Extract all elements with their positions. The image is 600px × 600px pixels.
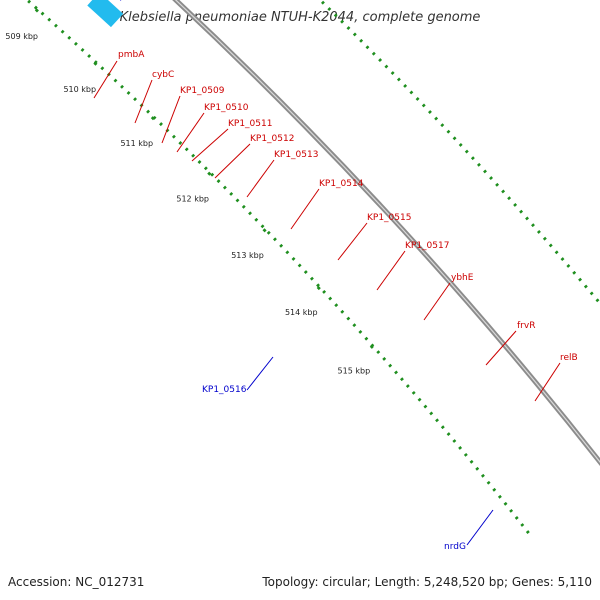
gene-label: relB: [560, 353, 578, 363]
gene-rev-blue-2: [119, 0, 122, 1]
gene-leader-line: [534, 362, 561, 402]
gene-leader-line: [176, 112, 205, 153]
gene-label: frvR: [517, 321, 535, 331]
scale-tick: [93, 61, 98, 66]
gene-label: KP1_0510: [204, 103, 249, 113]
inner-grid-arc: [24, 0, 533, 538]
gene-label: pmbA: [118, 50, 145, 60]
gene-label: KP1_0514: [319, 179, 364, 189]
gene-label: ybhE: [451, 273, 474, 283]
gene-label: nrdG: [444, 542, 466, 552]
gene-leader-line: [376, 250, 406, 291]
gene-leader-line: [466, 509, 494, 546]
map-title: Klebsiella pneumoniae NTUH-K2044, comple…: [119, 10, 481, 25]
scale-tick-label: 511 kbp: [120, 139, 153, 148]
gene-leader-line: [246, 356, 274, 391]
scale-tick: [34, 8, 39, 13]
scale-tick: [369, 344, 374, 349]
accession-text: Accession: NC_012731: [8, 575, 145, 589]
gene-leader-line: [134, 79, 153, 124]
backbone-highlight: [174, 0, 600, 464]
gene-leader-line: [214, 143, 251, 179]
scale-tick-label: 514 kbp: [285, 308, 318, 317]
scale-tick-label: 509 kbp: [5, 32, 38, 41]
scale-tick: [150, 116, 155, 121]
gene-leader-line: [290, 188, 320, 230]
gene-leader-line: [337, 222, 368, 261]
scale-tick-label: 515 kbp: [338, 367, 371, 376]
gene-label: cybC: [152, 70, 174, 80]
scale-tick-label: 513 kbp: [231, 251, 264, 260]
gene-leader-line: [246, 159, 275, 198]
gene-label: KP1_0516: [202, 385, 247, 395]
scale-tick: [316, 286, 321, 291]
gene-label: KP1_0513: [274, 150, 318, 160]
gene-rev-cyan: [87, 0, 124, 28]
gene-label: KP1_0512: [250, 134, 294, 144]
scale-tick-label: 512 kbp: [176, 194, 209, 203]
gene-label: KP1_0511: [228, 119, 272, 129]
gene-label: KP1_0515: [367, 213, 411, 223]
gene-leader-line: [191, 128, 229, 162]
gene-label: KP1_0517: [405, 241, 449, 251]
gene-leader-line: [93, 60, 118, 99]
gene-leader-line: [423, 282, 451, 321]
gene-leader-line: [485, 330, 517, 366]
scale-tick: [207, 171, 212, 176]
gene-label: KP1_0509: [180, 86, 225, 96]
genome-summary-text: Topology: circular; Length: 5,248,520 bp…: [262, 575, 592, 589]
gene-leader-line: [161, 95, 181, 144]
scale-tick: [262, 228, 267, 233]
backbone-arc: [172, 0, 600, 467]
scale-tick-label: 510 kbp: [63, 85, 96, 94]
